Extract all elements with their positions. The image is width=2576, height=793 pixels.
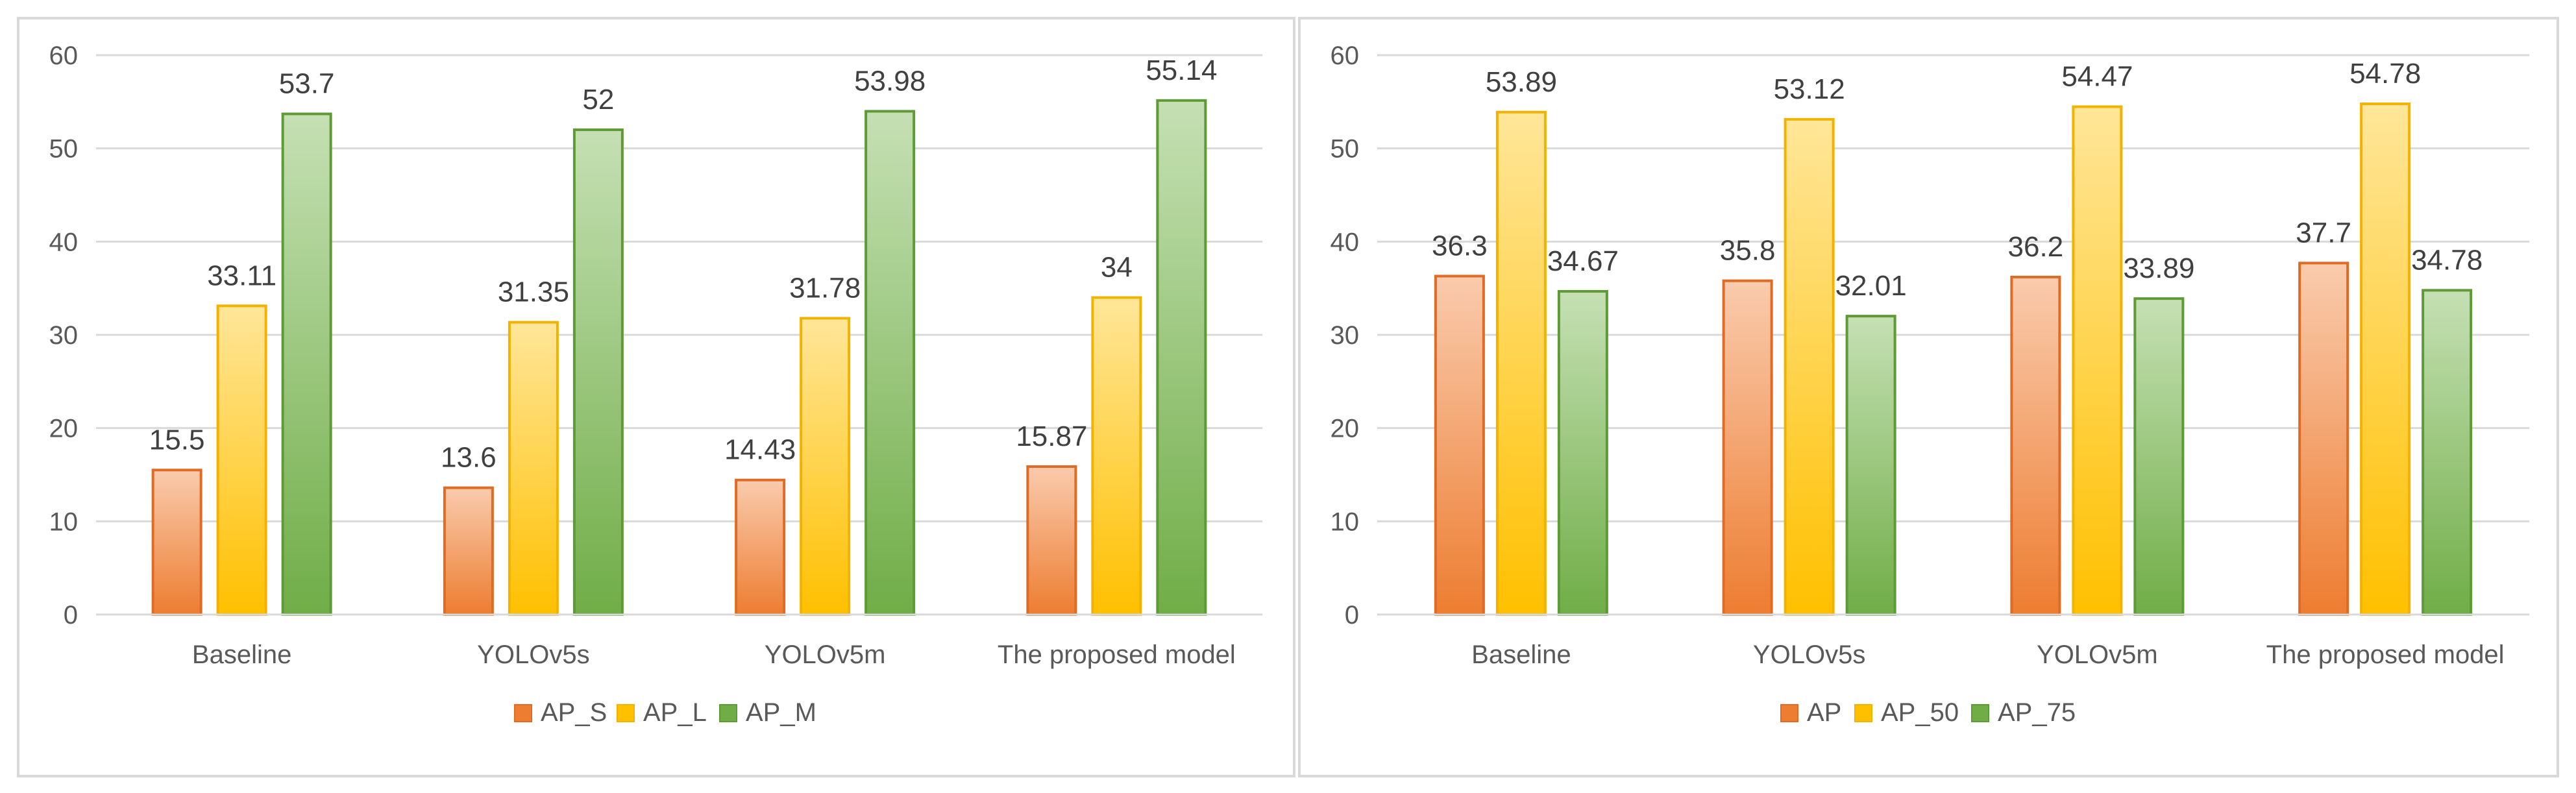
- x-category-label: YOLOv5s: [1753, 640, 1865, 669]
- bar-ap-l-yolov5m: [800, 317, 851, 616]
- bar-ap-75-yolov5m: [2133, 297, 2185, 616]
- y-tick-label: 10: [49, 507, 79, 536]
- data-label: 32.01: [1835, 270, 1907, 302]
- legend-swatch: [514, 704, 532, 722]
- bar-ap-yolov5s: [1722, 279, 1773, 616]
- legend-item-ap-m: AP_M: [719, 698, 816, 727]
- legend-label: AP: [1807, 698, 1841, 727]
- bar-ap-s-baseline: [151, 469, 202, 616]
- bar-ap-75-yolov5s: [1845, 315, 1896, 616]
- bar-ap-yolov5m: [2010, 275, 2061, 616]
- bar-ap-50-baseline: [1495, 110, 1547, 616]
- data-label: 13.6: [441, 442, 497, 474]
- data-label: 37.7: [2296, 217, 2351, 249]
- data-label: 33.89: [2123, 252, 2194, 284]
- bar-ap-l-baseline: [216, 304, 267, 616]
- x-category-label: YOLOv5m: [2037, 640, 2158, 669]
- x-category-label: The proposed model: [998, 640, 1236, 669]
- y-tick-label: 0: [1345, 601, 1359, 629]
- y-tick-label: 20: [1331, 415, 1360, 443]
- right-chart-panel: 0 10 20 30 40 50 60 36.3 53.89 34.67 Baseline 35.8 5…: [1298, 17, 2559, 777]
- ap-by-object-size-chart: 0 10 20 30 40 50 60 15.5 33.11 53.7 Baseline 13.6 31…: [49, 42, 1262, 727]
- data-label: 34.78: [2411, 244, 2483, 276]
- x-category-label: YOLOv5m: [765, 640, 886, 669]
- x-category-label: The proposed model: [2266, 640, 2505, 669]
- legend-item-ap-l: AP_L: [617, 698, 707, 727]
- y-tick-label: 40: [49, 228, 79, 256]
- data-label: 36.2: [2008, 231, 2064, 263]
- legend-swatch: [1854, 704, 1872, 722]
- data-label: 35.8: [1720, 235, 1776, 267]
- bar-ap-50-the-proposed-model: [2360, 102, 2411, 616]
- bar-ap-m-the-proposed-model: [1156, 99, 1207, 616]
- legend: AP AP_50 AP_75: [1780, 698, 2076, 727]
- legend-swatch: [1971, 704, 1989, 722]
- legend-swatch: [1780, 704, 1798, 722]
- data-label: 31.78: [789, 272, 861, 304]
- x-category-label: YOLOv5s: [477, 640, 589, 669]
- data-label: 15.5: [149, 424, 205, 456]
- bar-ap-baseline: [1434, 274, 1485, 616]
- legend-swatch: [719, 704, 737, 722]
- ap-by-iou-threshold-chart: 0 10 20 30 40 50 60 36.3 53.89 34.67 Baseline 35.8 5…: [1331, 42, 2529, 727]
- legend-label: AP_50: [1881, 698, 1959, 727]
- bar-ap-l-yolov5s: [508, 321, 559, 616]
- x-category-label: Baseline: [1471, 640, 1571, 669]
- y-tick-label: 60: [1331, 42, 1360, 70]
- legend: AP_S AP_L AP_M: [514, 698, 816, 727]
- data-label: 55.14: [1146, 55, 1217, 86]
- bar-ap-s-the-proposed-model: [1026, 465, 1077, 616]
- legend-label: AP_S: [541, 698, 607, 727]
- y-tick-label: 50: [1331, 135, 1360, 164]
- data-label: 54.47: [2061, 60, 2133, 92]
- y-tick-label: 20: [49, 415, 79, 443]
- data-label: 15.87: [1016, 421, 1087, 452]
- y-tick-label: 10: [1331, 507, 1360, 536]
- legend-item-ap: AP: [1780, 698, 1841, 727]
- data-label: 53.7: [279, 68, 335, 100]
- bar-ap-s-yolov5m: [735, 478, 786, 616]
- bar-ap-m-baseline: [281, 112, 332, 616]
- legend-swatch: [617, 704, 635, 722]
- data-label: 54.78: [2349, 58, 2421, 90]
- left-chart-panel: 0 10 20 30 40 50 60 15.5 33.11 53.7 Baseline 13.6 31…: [17, 17, 1295, 777]
- data-label: 33.11: [207, 260, 276, 291]
- y-tick-label: 30: [1331, 321, 1360, 350]
- data-label: 52: [582, 84, 614, 116]
- legend-label: AP_L: [643, 698, 707, 727]
- data-label: 36.3: [1432, 230, 1488, 262]
- y-tick-label: 50: [49, 135, 79, 164]
- y-tick-label: 40: [1331, 228, 1360, 256]
- data-label: 53.98: [854, 65, 926, 97]
- bar-ap-50-yolov5m: [2072, 105, 2123, 616]
- data-label: 14.43: [724, 434, 796, 466]
- data-label: 31.35: [498, 276, 569, 308]
- bar-ap-m-yolov5s: [572, 128, 624, 616]
- bar-ap-50-yolov5s: [1784, 117, 1835, 616]
- data-label: 53.12: [1774, 73, 1845, 105]
- legend-item-ap-75: AP_75: [1971, 698, 2076, 727]
- x-category-label: Baseline: [192, 640, 291, 669]
- bar-ap-75-the-proposed-model: [2422, 289, 2473, 616]
- y-tick-label: 0: [64, 601, 78, 629]
- bar-ap-l-the-proposed-model: [1091, 296, 1142, 616]
- legend-label: AP_75: [1998, 698, 2076, 727]
- bar-ap-m-yolov5m: [865, 110, 916, 616]
- y-tick-label: 30: [49, 321, 79, 350]
- data-label: 34.67: [1547, 245, 1619, 277]
- data-label: 34: [1101, 252, 1133, 284]
- bar-ap-the-proposed-model: [2298, 262, 2349, 616]
- legend-item-ap-s: AP_S: [514, 698, 607, 727]
- data-label: 53.89: [1486, 66, 1557, 98]
- legend-label: AP_M: [746, 698, 816, 727]
- y-tick-label: 60: [49, 42, 79, 70]
- bar-ap-75-baseline: [1557, 289, 1608, 616]
- bar-ap-s-yolov5s: [443, 486, 494, 616]
- legend-item-ap-50: AP_50: [1854, 698, 1959, 727]
